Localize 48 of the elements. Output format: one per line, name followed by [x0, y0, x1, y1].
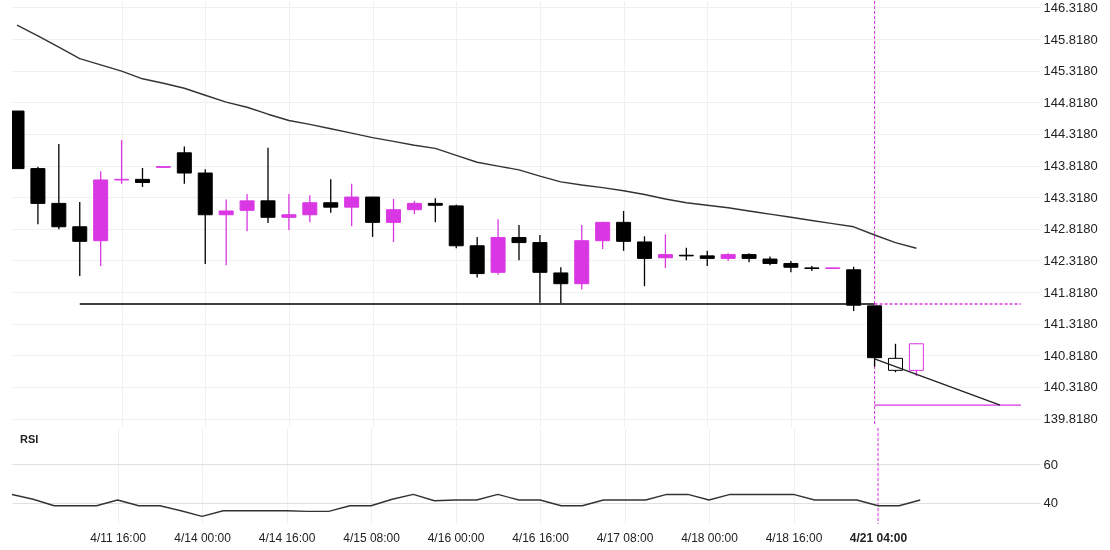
y-tick-label: 140.8180 [1043, 347, 1098, 363]
candlestick [344, 183, 360, 227]
x-tick-label: 4/18 00:00 [681, 530, 739, 545]
candlestick [302, 194, 318, 223]
candlestick [239, 193, 255, 232]
candlestick [385, 198, 401, 243]
candlestick [51, 143, 67, 230]
line-series [16, 24, 918, 249]
candlestick [427, 197, 443, 223]
x-tick-label: 4/16 00:00 [427, 530, 485, 545]
candlestick [657, 233, 673, 269]
candlestick [135, 167, 150, 188]
candlestick [616, 210, 632, 252]
candlestick [260, 147, 276, 224]
candlestick [636, 235, 652, 287]
x-tick-label: 4/11 16:00 [90, 530, 147, 545]
candlestick [176, 145, 192, 185]
x-tick-label: 4/14 16:00 [258, 530, 316, 545]
y-tick-label: 146.3180 [1043, 0, 1098, 15]
y-tick-label: 144.8180 [1043, 94, 1098, 110]
x-tick-label: 4/15 08:00 [343, 530, 401, 545]
y-tick-label: 143.8180 [1043, 158, 1098, 174]
y-tick-label: 60 [1043, 456, 1058, 472]
candlestick [323, 178, 339, 214]
candlestick [218, 198, 234, 267]
x-tick-label: 4/14 00:00 [174, 530, 232, 545]
x-tick-label: 4/18 16:00 [765, 530, 823, 545]
y-tick-label: 141.8180 [1043, 284, 1098, 300]
y-tick-label: 142.3180 [1043, 252, 1098, 268]
y-tick-label: 40 [1043, 495, 1058, 511]
y-tick-label: 139.8180 [1043, 411, 1098, 427]
candlestick [511, 224, 527, 261]
y-tick-label: 145.8180 [1043, 31, 1098, 47]
x-tick-label: 4/16 16:00 [512, 530, 570, 545]
y-tick-label: 145.3180 [1043, 63, 1098, 79]
x-tick-label: 4/17 08:00 [596, 530, 654, 545]
y-tick-label: 140.3180 [1043, 379, 1098, 395]
text: RSI [20, 433, 39, 445]
y-tick-label: 141.3180 [1043, 316, 1098, 332]
candlestick [114, 139, 130, 185]
y-tick-label: 143.3180 [1043, 189, 1098, 205]
x-tick-label: 4/21 04:00 [849, 530, 908, 545]
candlestick [72, 201, 88, 277]
y-tick-label: 144.3180 [1043, 126, 1098, 142]
line-series [12, 493, 921, 518]
y-tick-label: 142.8180 [1043, 221, 1098, 237]
candlestick [281, 193, 297, 231]
candlestick [595, 221, 611, 250]
